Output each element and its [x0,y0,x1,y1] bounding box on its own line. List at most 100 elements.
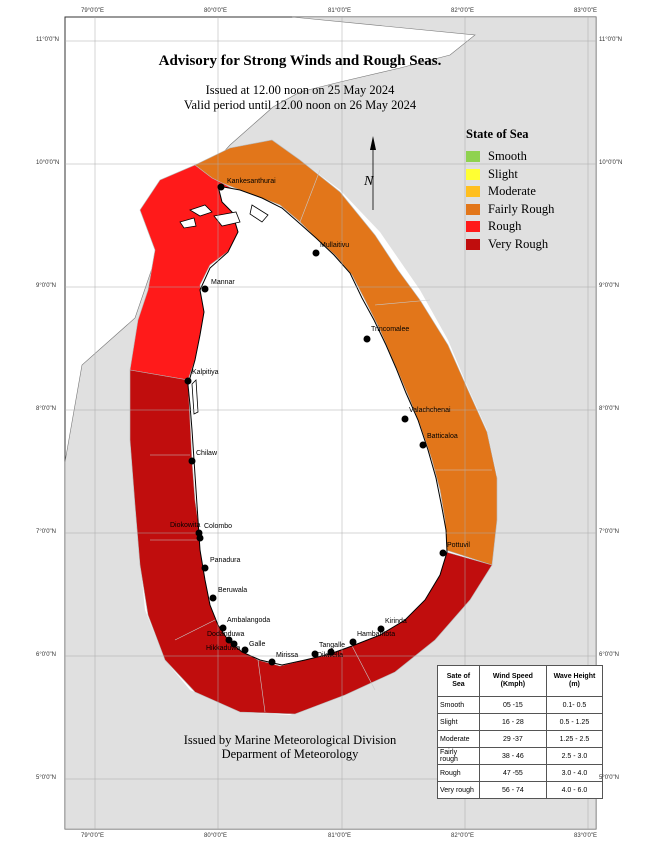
latitude-tick-left: 7°0'0"N [36,529,57,535]
table-cell: Very rough [437,781,480,799]
latitude-tick-left: 6°0'0"N [36,652,57,658]
longitude-tick-bottom: 81°0'0"E [328,833,352,839]
place-label: Mirissa [276,652,298,659]
place-marker [201,285,209,293]
legend: State of Sea Smooth Slight Moderate Fairly … [466,127,554,253]
place-marker [268,658,276,666]
north-arrow: N [363,136,376,210]
table-cell: 05 -15 [478,696,547,714]
legend-item: Rough [466,218,554,236]
place-marker [419,441,427,449]
department-line: Deparment of Meteorology [221,747,359,761]
table-header: Wave Height (m) [545,665,604,697]
legend-item: Smooth [466,148,554,166]
table-row: Very rough 56 - 74 4.0 - 6.0 [437,781,604,799]
table-cell: 0.5 - 1.25 [545,713,604,731]
legend-item: Moderate [466,183,554,201]
place-markers: Kankesanthurai Mullaitivu Mannar Trincomale… [170,178,470,666]
place-label: Beruwala [218,587,247,594]
longitude-tick-bottom: 82°0'0"E [451,833,475,839]
place-marker [201,564,209,572]
longitude-tick-bottom: 83°0'0"E [574,833,598,839]
legend-item: Fairly Rough [466,201,554,219]
table-header: Sate of Sea [437,665,480,697]
latitude-tick-right: 11°0'0"N [599,37,622,43]
place-marker [225,636,233,644]
longitude-tick-bottom: 79°0'0"E [81,833,105,839]
place-marker [241,646,249,654]
longitude-tick-top: 82°0'0"E [451,8,475,14]
legend-swatch [466,151,480,163]
latitude-tick-left: 5°0'0"N [36,775,57,781]
latitude-tick-left: 9°0'0"N [36,283,57,289]
latitude-tick-right: 5°0'0"N [599,775,620,781]
table-cell: 29 -37 [478,730,547,748]
longitude-tick-top: 80°0'0"E [204,8,228,14]
valid-period: Valid period until 12.00 noon on 26 May … [183,98,417,112]
legend-label: Very Rough [488,236,549,251]
legend-swatch [466,186,480,198]
issued-time: Issued at 12.00 noon on 25 May 2024 [205,83,395,97]
place-label: Valachchenai [409,407,451,414]
latitude-tick-right: 8°0'0"N [599,406,620,412]
place-label: Galle [249,641,265,648]
table-cell: Slight [437,713,480,731]
place-label: Dikwella [317,652,343,659]
legend-swatch [466,203,480,215]
longitude-tick-top: 81°0'0"E [328,8,352,14]
north-arrow-label: N [363,174,374,189]
place-label: Mullaitivu [320,242,349,249]
place-marker [363,335,371,343]
place-label: Kalpitiya [192,369,219,376]
table-row: Smooth 05 -15 0.1- 0.5 [437,696,604,714]
latitude-tick-right: 7°0'0"N [599,529,620,535]
table-header: Wind Speed (Kmph) [478,665,547,697]
place-label: Kankesanthurai [227,178,276,185]
place-label: Tangalle [319,642,345,649]
sri-lanka-landmass [187,185,448,666]
latitude-tick-left: 10°0'0"N [36,160,60,166]
latitude-tick-right: 9°0'0"N [599,283,620,289]
place-label: Diokowita [170,522,200,529]
map-title: Advisory for Strong Winds and Rough Seas… [158,53,442,69]
place-marker [439,549,447,557]
place-label: Pottuvil [447,542,470,549]
table-cell: Smooth [437,696,480,714]
table-cell: 47 -55 [478,764,547,782]
place-marker [327,648,335,656]
table-row: Fairly rough 38 - 46 2.5 - 3.0 [437,747,604,765]
table-cell: Moderate [437,730,480,748]
legend-item: Very Rough [466,236,554,254]
table-cell: 2.5 - 3.0 [545,747,604,765]
table-cell: 3.0 - 4.0 [545,764,604,782]
place-label: Ambalangoda [227,617,270,624]
place-label: Colombo [204,523,232,530]
legend-label: Moderate [488,184,536,199]
place-marker [401,415,409,423]
place-marker [230,640,238,648]
longitude-tick-top: 79°0'0"E [81,8,105,14]
place-label: Chilaw [196,450,218,457]
place-marker [196,534,204,542]
place-marker [312,249,320,257]
latitude-tick-right: 10°0'0"N [599,160,623,166]
table-cell: 1.25 - 2.5 [545,730,604,748]
table-cell: 0.1- 0.5 [545,696,604,714]
latitude-tick-left: 11°0'0"N [36,37,59,43]
place-label: Trincomalee [371,326,409,333]
legend-label: Slight [488,166,518,181]
place-marker [219,624,227,632]
place-label: Hambantota [357,631,395,638]
place-label: Mannar [211,279,235,286]
table-cell: Fairly rough [437,747,480,765]
legend-item: Slight [466,166,554,184]
table-row: Rough 47 -55 3.0 - 4.0 [437,764,604,782]
longitude-tick-top: 83°0'0"E [574,8,598,14]
northern-islands [179,204,269,415]
place-label: Dodanduwa [207,631,244,638]
sea-state-table: Sate of Sea Wind Speed (Kmph) Wave Heigh… [437,665,604,799]
place-label: Panadura [210,557,240,564]
latitude-tick-left: 8°0'0"N [36,406,57,412]
table-cell: 16 - 28 [478,713,547,731]
